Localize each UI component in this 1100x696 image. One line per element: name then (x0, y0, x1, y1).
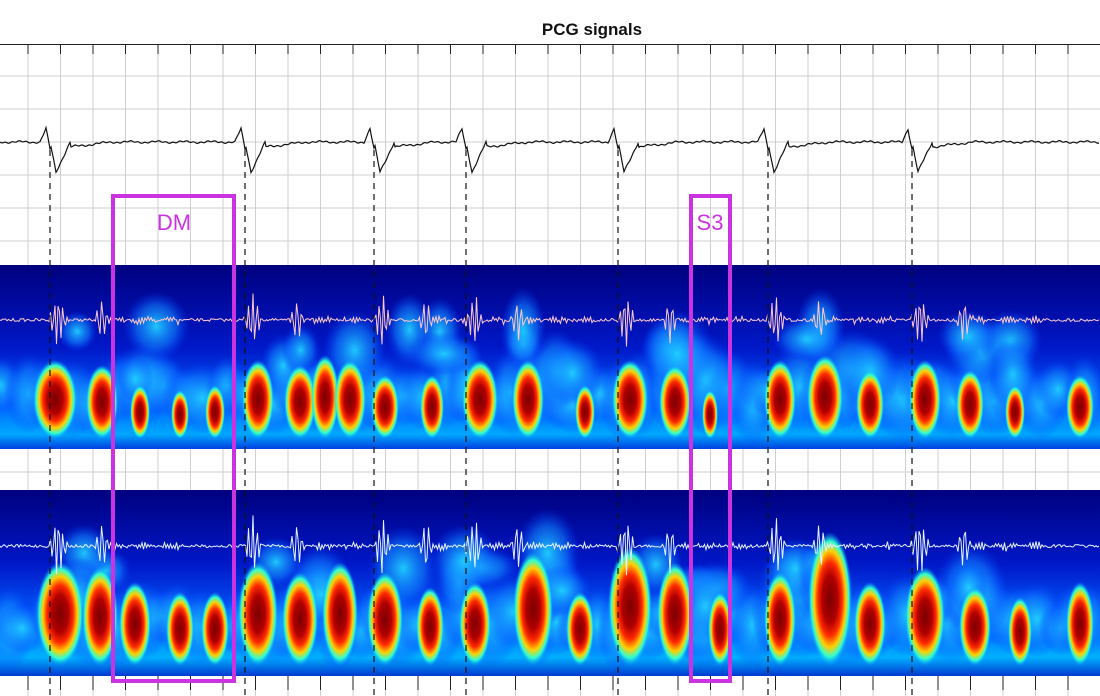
spectrogram-energy (1066, 375, 1094, 439)
spectrogram-energy (608, 547, 652, 666)
spectrogram-energy (1008, 597, 1032, 666)
spectrogram-energy (205, 385, 225, 439)
spectrogram-energy (284, 365, 316, 439)
spectrogram-top (0, 265, 1100, 449)
spectrogram-glow (123, 291, 190, 362)
heart-cycle-markers (49, 150, 913, 696)
spectrogram-energy (702, 390, 718, 439)
spectrogram-energy (86, 365, 118, 439)
spectrogram-glow (988, 337, 1038, 412)
spectrogram-energy (1066, 582, 1094, 666)
spectrogram-energy (657, 562, 693, 666)
spectrogram-energy (242, 360, 274, 439)
spectrogram-energy (238, 562, 278, 666)
annotation-dm: DM (111, 194, 236, 683)
spectrogram-energy (201, 592, 229, 666)
spectrogram-energy (322, 562, 358, 666)
spectrogram-energy (612, 360, 648, 439)
spectrogram-energy (909, 360, 941, 439)
s3-box (689, 194, 732, 683)
spectrogram-energy (807, 355, 843, 439)
spectrogram-energy (959, 587, 991, 666)
spectrogram-energy (367, 572, 403, 666)
pcg-waveform-bottom (0, 515, 1100, 576)
spectrogram-energy (512, 360, 544, 439)
spectrogram-energy (130, 385, 150, 439)
annotation-s3: S3 (689, 194, 732, 683)
spectrogram-energy (82, 567, 118, 666)
spectrogram-energy (856, 370, 884, 439)
spectrogram-energy (808, 532, 852, 666)
spectrogram-energy (708, 592, 732, 666)
spectrogram-energy (166, 592, 194, 666)
dm-label: DM (157, 210, 191, 235)
spectrogram-energy (119, 582, 151, 666)
ecg-panel (0, 125, 1100, 175)
spectrogram-glow (57, 311, 97, 352)
spectrogram-energy (659, 365, 691, 439)
spectrogram-energy (854, 582, 886, 666)
spectrogram-glow (322, 310, 386, 390)
spectrogram-energy (764, 360, 796, 439)
pcg-waveform-top (0, 293, 1100, 347)
s3-label: S3 (697, 210, 724, 235)
spectrogram-glow (281, 324, 320, 376)
spectrogram-energy (282, 572, 318, 666)
spectrogram-energy (956, 370, 984, 439)
spectrogram-energy (36, 562, 84, 666)
spectrogram-glow (406, 331, 482, 376)
spectrogram-energy (462, 360, 498, 439)
spectrogram-glow (772, 316, 841, 362)
spectrogram-energy (1005, 385, 1025, 439)
spectrogram-energy (764, 572, 796, 666)
spectrogram-energy (905, 567, 945, 666)
dm-box (111, 194, 236, 683)
spectrogram-energy (420, 375, 444, 439)
spectrogram-energy (575, 385, 595, 439)
spectrogram-glow (541, 338, 604, 408)
spectrogram-energy (334, 360, 366, 439)
spectrogram-energy (311, 355, 339, 439)
spectrogram-energy (33, 360, 77, 439)
spectrogram-energy (416, 587, 444, 666)
spectrogram-glow (640, 309, 715, 399)
spectrogram-glow (937, 310, 998, 363)
spectrogram-bottom (0, 490, 1100, 676)
spectrogram-energy (566, 592, 594, 666)
spectrogram-energy (171, 390, 189, 439)
spectrogram-glow (429, 524, 499, 599)
spectrogram-energy (513, 552, 553, 666)
spectrogram-energy (459, 582, 491, 666)
ecg-trace (0, 125, 1100, 175)
figure-title: PCG signals (541, 20, 643, 39)
spectrogram-energy (371, 375, 399, 439)
